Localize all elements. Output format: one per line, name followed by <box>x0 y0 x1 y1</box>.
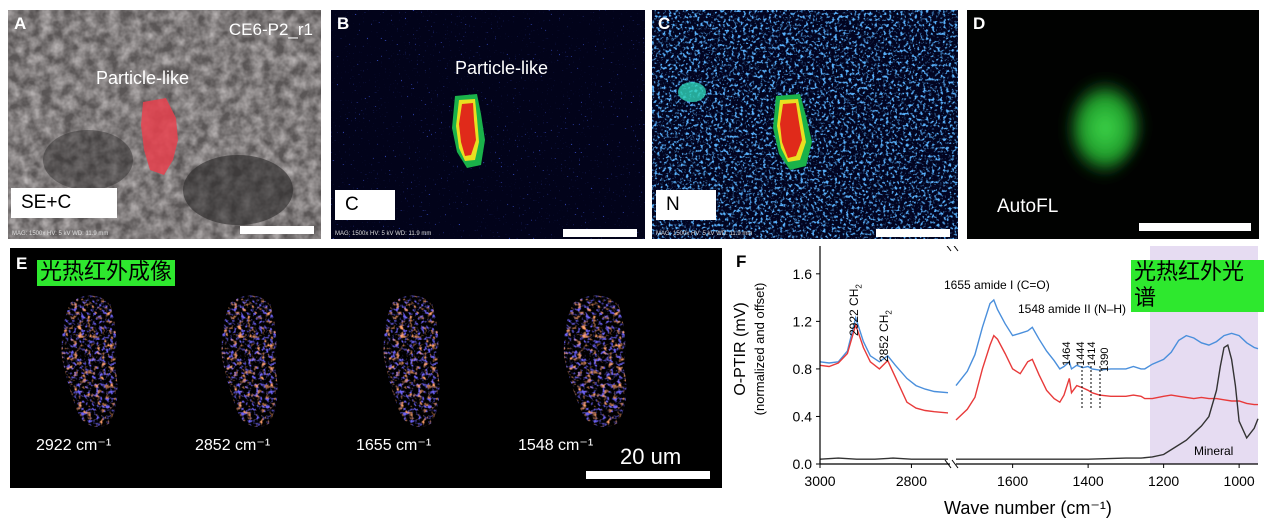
panel-label: D <box>973 14 986 33</box>
mode-label: AutoFL <box>997 196 1059 217</box>
scale-bar <box>1139 223 1251 231</box>
annot-2852: 2852 CH2 <box>877 310 893 362</box>
particle-annotation: Particle-like <box>455 58 549 78</box>
panel-a-sem-image: A CE6-P2_r1 Particle-like SE+C MAG: 1500… <box>8 10 321 239</box>
ptir-map-1 <box>61 295 118 427</box>
panel-b-carbon-map: B Particle-like C MAG: 1500x HV: 5 kV WD… <box>331 10 645 239</box>
panel-f-ptir-spectra: 0.0 0.4 0.8 1.2 1.6 3000 2800 1600 1400 1200 1000… <box>728 246 1264 525</box>
annot-2852-sub: 2 <box>884 310 894 315</box>
autofluorescence-image <box>1063 76 1147 181</box>
x-axis-label: Wave number (cm⁻¹) <box>944 498 1112 518</box>
panel-label: B <box>337 14 350 33</box>
annot-1464: 1464 <box>1061 341 1073 366</box>
ptir-map-2 <box>221 295 278 427</box>
series-2-segment2 <box>956 343 1259 460</box>
x-tick-label-5: 1000 <box>1224 473 1255 489</box>
y-ticks: 0.0 0.4 0.8 1.2 1.6 <box>793 266 820 472</box>
mode-label: C <box>335 190 395 220</box>
instrument-meta: MAG: 1500x HV: 5 kV WD: 11.9 mm <box>12 231 109 237</box>
panel-c-nitrogen-map: C N MAG: 1500x HV: 5 kV WD: 11.9 mm <box>652 10 958 239</box>
series-2-segment1 <box>819 457 948 460</box>
y-axis-label-sub: (normalized and offset) <box>752 282 767 416</box>
scale-bar <box>586 471 710 479</box>
sample-id: CE6-P2_r1 <box>228 20 313 39</box>
ptir-map-3 <box>383 295 440 427</box>
series-layer <box>819 298 1259 460</box>
y-tick-label-0: 0.0 <box>793 456 813 472</box>
annot-2922: 2922 CH2 <box>847 284 863 336</box>
y-tick-label-2: 0.8 <box>793 361 813 377</box>
axis-break-top-1 <box>946 246 952 252</box>
instrument-meta: MAG: 1500x HV: 5 kV WD: 11.9 mm <box>656 231 753 237</box>
scale-bar <box>240 226 314 234</box>
series-0-segment1 <box>819 315 949 394</box>
axis-break-top-2 <box>953 246 959 252</box>
panel-label: F <box>736 252 747 271</box>
particle-overlay <box>141 98 178 175</box>
annot-1414: 1414 <box>1086 341 1098 366</box>
panel-e-ptir-imaging: E 光热红外成像 2922 cm⁻¹ 2852 cm⁻¹ 1655 cm⁻¹ 1… <box>10 248 722 488</box>
series-1-segment1 <box>819 322 949 414</box>
wavenumber-label-3: 1655 cm⁻¹ <box>356 437 432 454</box>
y-axis-label-main: O-PTIR (mV) <box>732 302 749 396</box>
y-axis-label: O-PTIR (mV) (normalized and offset) <box>732 234 767 464</box>
x-tick-label-0: 3000 <box>804 473 835 489</box>
annot-2922-sub: 2 <box>854 284 864 289</box>
series-0-segment2 <box>955 298 1259 387</box>
mode-label: SE+C <box>11 188 117 218</box>
annot-2922-text: 2922 CH <box>847 288 861 336</box>
mode-label: N <box>656 190 716 220</box>
axis-break-2 <box>951 459 959 469</box>
annot-mineral: Mineral <box>1194 444 1234 458</box>
spectra-title: 光热红外光谱 <box>1131 260 1264 312</box>
y-tick-label-1: 0.4 <box>793 408 813 424</box>
annot-amide1: 1655 amide I (C=O) <box>944 278 1050 292</box>
particle-annotation: Particle-like <box>96 68 190 88</box>
x-tick-label-3: 1400 <box>1073 473 1104 489</box>
wavenumber-label-1: 2922 cm⁻¹ <box>36 437 112 454</box>
y-tick-label-4: 1.6 <box>793 266 813 282</box>
imaging-title: 光热红外成像 <box>37 260 176 286</box>
x-tick-label-2: 1600 <box>997 473 1028 489</box>
ptir-maps <box>61 295 627 427</box>
panel-label: C <box>658 14 671 33</box>
annot-amide2: 1548 amide II (N–H) <box>1018 302 1127 316</box>
x-ticks: 3000 2800 1600 1400 1200 1000 <box>804 464 1255 489</box>
x-tick-label-4: 1200 <box>1148 473 1179 489</box>
panel-d-autofluorescence: D AutoFL <box>967 10 1259 239</box>
panel-label: E <box>16 254 28 273</box>
scale-bar <box>563 229 637 237</box>
wavenumber-label-4: 1548 cm⁻¹ <box>518 437 594 454</box>
scale-bar <box>876 229 950 237</box>
annot-2852-text: 2852 CH <box>877 314 891 362</box>
wavenumber-label-2: 2852 cm⁻¹ <box>195 437 271 454</box>
series-1-segment2 <box>955 334 1258 421</box>
nitrogen-map-image <box>652 10 958 239</box>
scale-text: 20 um <box>620 444 682 469</box>
ptir-map-4 <box>563 295 627 427</box>
panel-label: A <box>14 14 27 33</box>
y-tick-label-3: 1.2 <box>793 313 813 329</box>
x-tick-label-1: 2800 <box>896 473 927 489</box>
instrument-meta: MAG: 1500x HV: 5 kV WD: 11.9 mm <box>335 231 432 237</box>
axis-break-1 <box>944 459 952 469</box>
annot-1390: 1390 <box>1099 347 1111 372</box>
